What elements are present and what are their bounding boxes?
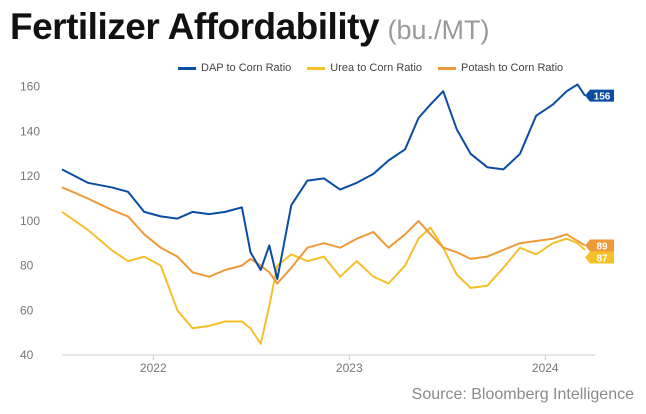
end-label-urea: 87	[596, 253, 608, 264]
legend-item-dap: DAP to Corn Ratio	[178, 62, 291, 74]
legend-label-potash: Potash to Corn Ratio	[461, 62, 564, 74]
chart-title: Fertilizer Affordability	[10, 6, 380, 47]
y-tick-label: 160	[20, 80, 40, 94]
series-line-urea	[61, 211, 586, 345]
legend-item-potash: Potash to Corn Ratio	[438, 62, 563, 74]
end-badge-dap	[585, 89, 614, 102]
chart-legend: DAP to Corn Ratio Urea to Corn Ratio Pot…	[178, 62, 563, 74]
y-tick-label: 60	[20, 303, 34, 317]
chart-title-block: Fertilizer Affordability (bu./MT)	[10, 6, 489, 48]
y-tick-label: 140	[20, 124, 40, 138]
y-tick-label: 120	[20, 169, 40, 183]
legend-item-urea: Urea to Corn Ratio	[307, 62, 422, 74]
x-tick-label: 2023	[336, 361, 363, 375]
legend-swatch-urea	[307, 66, 326, 70]
y-tick-label: 80	[20, 259, 34, 273]
y-tick-label: 100	[20, 214, 40, 228]
x-tick-label: 2022	[140, 361, 167, 375]
end-label-dap: 156	[594, 92, 611, 103]
series-line-dap	[61, 83, 586, 280]
y-tick-label: 40	[20, 348, 34, 362]
legend-label-urea: Urea to Corn Ratio	[330, 62, 423, 74]
series-line-potash	[61, 186, 586, 285]
x-tick-label: 2024	[532, 361, 559, 375]
end-badge-urea	[585, 251, 614, 264]
source-note: Source: Bloomberg Intelligence	[411, 386, 634, 403]
legend-label-dap: DAP to Corn Ratio	[201, 62, 292, 74]
legend-swatch-dap	[178, 66, 196, 70]
legend-swatch-potash	[438, 66, 457, 70]
chart-subtitle: (bu./MT)	[387, 15, 490, 45]
end-badge-potash	[585, 239, 614, 252]
end-label-potash: 89	[596, 241, 608, 252]
